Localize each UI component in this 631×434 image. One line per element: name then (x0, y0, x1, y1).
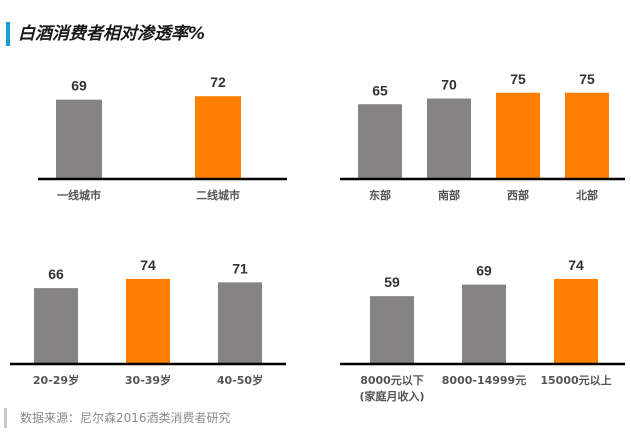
source-accent-bar (4, 408, 7, 428)
data-label: 65 (372, 82, 388, 98)
data-label: 66 (48, 266, 64, 282)
bar (496, 92, 540, 179)
bar (195, 96, 241, 179)
data-label: 74 (140, 257, 156, 273)
data-source-note: 数据来源：尼尔森2016酒类消费者研究 (20, 411, 231, 425)
data-label: 75 (510, 71, 526, 87)
category-label: 一线城市 (57, 188, 101, 202)
bar (56, 99, 102, 179)
bar (370, 296, 414, 364)
category-label: 东部 (369, 188, 391, 202)
chart-title: 白酒消费者相对渗透率% (18, 24, 206, 44)
bar (218, 282, 262, 364)
data-label: 71 (232, 260, 248, 276)
category-label: (家庭月收入) (359, 389, 424, 403)
category-label: 8000-14999元 (442, 374, 526, 387)
data-label: 75 (579, 71, 595, 87)
bar (126, 278, 170, 364)
bar (565, 92, 609, 179)
category-label: 西部 (507, 188, 529, 202)
data-label: 74 (568, 257, 584, 273)
category-label: 8000元以下 (360, 374, 424, 387)
bar (34, 288, 78, 364)
category-label: 30-39岁 (125, 373, 171, 387)
data-label: 59 (384, 274, 400, 290)
category-label: 二线城市 (196, 188, 240, 202)
data-label: 70 (441, 77, 457, 93)
data-label: 69 (476, 263, 492, 279)
title-accent-bar (6, 22, 10, 46)
bar (462, 284, 506, 364)
category-label: 北部 (576, 188, 598, 202)
bar (427, 98, 471, 179)
category-label: 20-29岁 (33, 373, 79, 387)
category-label: 南部 (438, 188, 460, 202)
data-label: 69 (71, 78, 87, 94)
category-label: 40-50岁 (217, 373, 263, 387)
bar (358, 104, 402, 179)
category-label: 15000元以上 (540, 373, 611, 387)
bar (554, 278, 598, 364)
data-label: 72 (210, 74, 226, 90)
